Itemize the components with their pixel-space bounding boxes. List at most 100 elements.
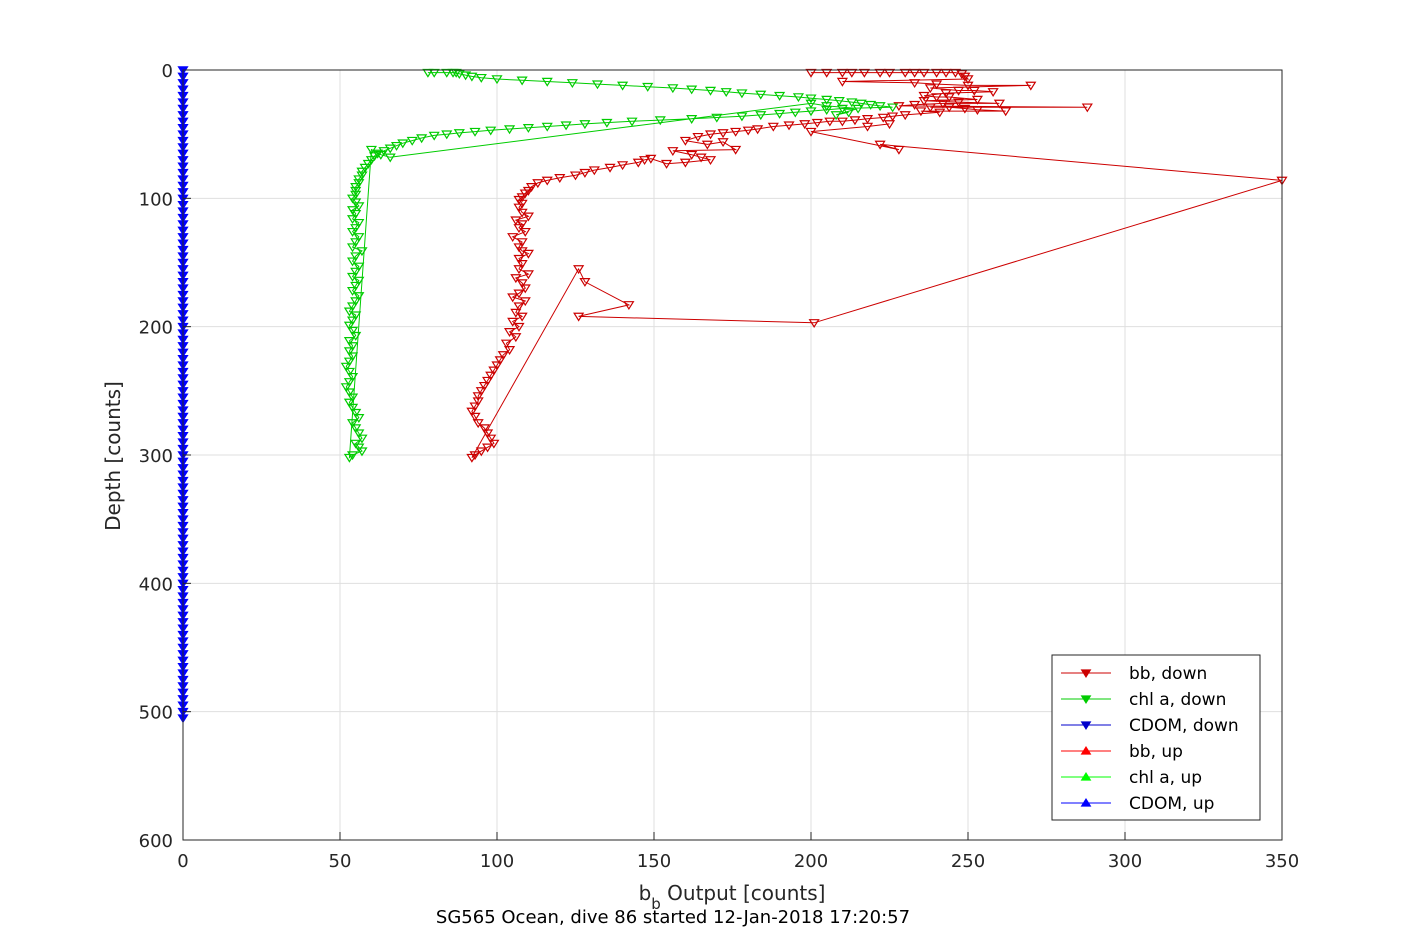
data-point [711, 113, 723, 123]
data-point [774, 91, 786, 101]
data-point [934, 108, 946, 118]
data-point [971, 95, 984, 105]
data-point [466, 72, 478, 82]
data-point [346, 326, 359, 336]
data-point [686, 115, 698, 124]
x-tick-label: 50 [329, 851, 352, 872]
data-point [450, 68, 462, 78]
data-point [510, 274, 522, 284]
data-point [686, 85, 698, 95]
data-point [893, 145, 905, 155]
data-point [519, 284, 531, 294]
data-point [513, 302, 525, 312]
legend-label: CDOM, up [1129, 794, 1214, 814]
data-point [736, 89, 748, 99]
data-point [472, 392, 484, 402]
data-point [350, 281, 362, 291]
data-point [472, 419, 484, 429]
data-point [789, 108, 801, 118]
data-point [918, 68, 930, 78]
data-point [566, 79, 578, 89]
series-points-chl-a-down [340, 68, 899, 463]
data-point [346, 257, 359, 267]
data-point [469, 451, 481, 461]
data-point [513, 254, 525, 264]
data-point [356, 247, 368, 257]
data-point [353, 262, 365, 272]
data-point [346, 393, 359, 403]
data-point [478, 381, 491, 391]
data-point [924, 84, 936, 94]
legend-label: bb, down [1129, 664, 1207, 684]
legend-label: CDOM, down [1129, 716, 1239, 736]
legend-label: bb, up [1129, 742, 1183, 762]
data-point [522, 212, 534, 222]
data-point [591, 80, 604, 90]
data-point [350, 238, 362, 248]
data-point [811, 118, 823, 128]
data-point [1000, 107, 1012, 117]
data-point [466, 453, 478, 463]
x-tick-label: 200 [794, 851, 828, 872]
data-point [453, 70, 465, 80]
y-tick-label: 300 [139, 446, 173, 467]
data-point [350, 297, 362, 307]
data-point [821, 106, 833, 115]
data-point [909, 68, 921, 78]
data-point [968, 86, 980, 96]
data-point [416, 134, 428, 144]
legend-label: chl a, up [1129, 768, 1202, 788]
data-point [805, 127, 817, 137]
data-point [833, 97, 845, 106]
data-point [846, 98, 858, 108]
data-point [579, 278, 591, 287]
data-point [343, 398, 356, 408]
data-point [704, 156, 717, 166]
y-axis-ticks: 0 100 200 300 400 500 600 [139, 61, 191, 852]
data-point [579, 168, 591, 178]
data-point [874, 68, 886, 78]
series-line-chl-a-down [345, 72, 893, 459]
y-tick-label: 200 [139, 318, 173, 339]
data-point [755, 111, 767, 121]
data-point [645, 154, 657, 164]
legend-item: CDOM, down [1061, 716, 1239, 736]
data-point [422, 68, 434, 78]
data-point [522, 249, 534, 259]
data-point [350, 252, 362, 262]
data-point [846, 68, 858, 78]
data-point [350, 424, 362, 434]
data-point [343, 337, 356, 346]
x-tick-label: 300 [1108, 851, 1142, 872]
data-point [384, 153, 396, 163]
data-point [346, 352, 359, 362]
data-point [469, 127, 481, 137]
data-point [887, 103, 899, 113]
data-point [701, 140, 713, 150]
data-point [503, 125, 516, 135]
data-point [604, 163, 616, 173]
data-point [485, 371, 497, 381]
data-point [654, 116, 666, 126]
data-point [993, 99, 1005, 109]
data-point [466, 407, 478, 417]
data-point [346, 302, 359, 312]
data-point [507, 233, 519, 243]
data-point [843, 108, 855, 118]
data-point [952, 86, 965, 96]
data-point [346, 316, 359, 326]
data-point [704, 86, 717, 96]
data-point [481, 429, 494, 439]
data-point [541, 77, 553, 87]
data-point [503, 346, 516, 355]
data-point [899, 68, 911, 78]
data-point [343, 378, 356, 388]
data-point [626, 117, 638, 127]
data-point [962, 81, 974, 91]
y-axis-label: Depth [counts] [101, 381, 125, 531]
data-point [513, 265, 525, 275]
data-point [460, 71, 472, 81]
data-point [507, 317, 519, 327]
data-point [569, 171, 582, 181]
